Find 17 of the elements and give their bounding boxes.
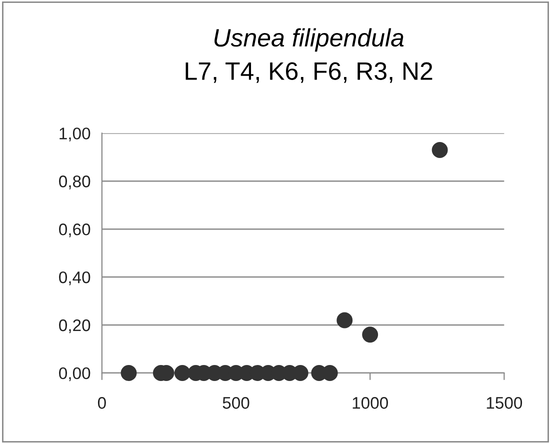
y-tick-label: 0,00 bbox=[59, 367, 90, 382]
x-tick-label: 1000 bbox=[352, 397, 388, 409]
y-tick-label: 0,80 bbox=[59, 176, 90, 190]
point bbox=[120, 364, 137, 381]
y-tick-label: 0,40 bbox=[59, 271, 90, 286]
point bbox=[432, 142, 448, 158]
x-tick-label: 0 bbox=[98, 397, 106, 409]
chart-title: Usnea filipendula bbox=[214, 28, 404, 52]
point bbox=[174, 364, 190, 381]
chart-subtitle: L7, T4, K6, F6, R3, N2 bbox=[186, 62, 432, 83]
point bbox=[362, 326, 378, 343]
y-tick-label: 0,20 bbox=[59, 319, 90, 334]
point bbox=[336, 312, 353, 328]
y-tick-label: 0,60 bbox=[59, 224, 90, 238]
x-tick-label: 1500 bbox=[486, 397, 522, 409]
x-tick-label: 500 bbox=[222, 397, 250, 409]
y-tick-label: 1,00 bbox=[60, 128, 90, 142]
